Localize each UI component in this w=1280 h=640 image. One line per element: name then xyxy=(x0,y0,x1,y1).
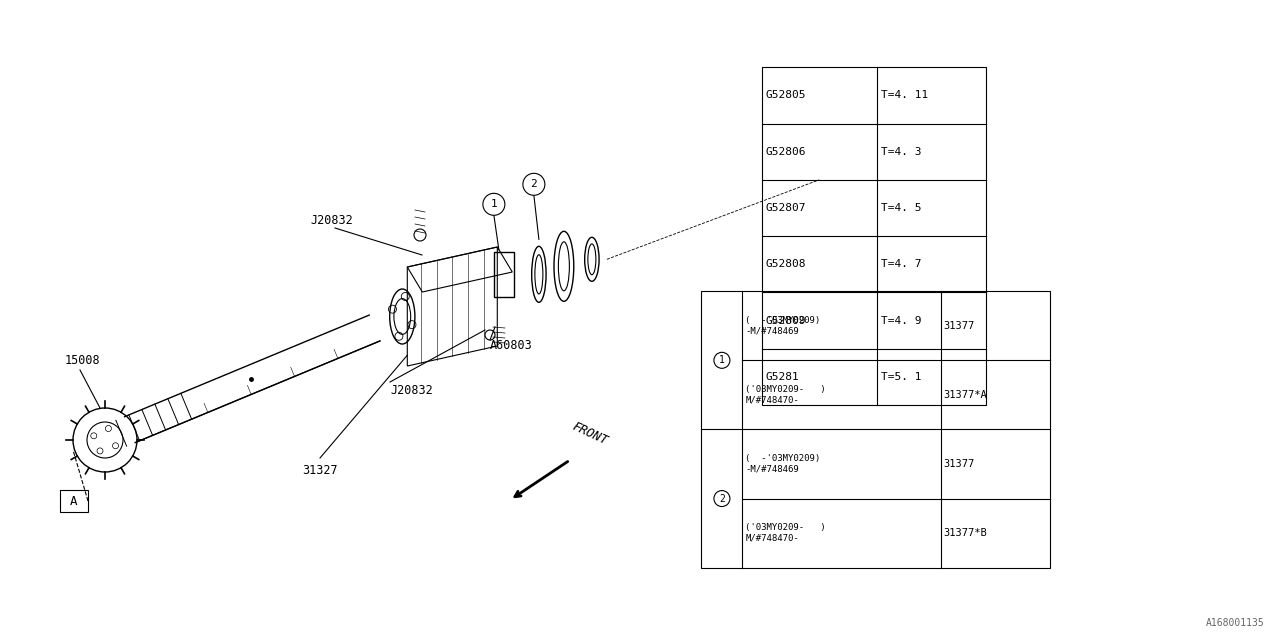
Text: (  -'03MY0209)
-M/#748469: ( -'03MY0209) -M/#748469 xyxy=(745,454,820,474)
Bar xyxy=(701,291,1050,568)
Text: J20832: J20832 xyxy=(390,383,433,397)
Text: 1: 1 xyxy=(719,355,724,365)
Text: G52809: G52809 xyxy=(765,316,806,326)
Circle shape xyxy=(714,491,730,507)
Text: 31377: 31377 xyxy=(943,321,975,331)
Text: G52807: G52807 xyxy=(765,203,806,213)
Text: T=4. 7: T=4. 7 xyxy=(881,259,922,269)
Text: ('03MY0209-   )
M/#748470-: ('03MY0209- ) M/#748470- xyxy=(745,385,826,404)
Text: 2: 2 xyxy=(530,179,538,189)
Text: T=4. 5: T=4. 5 xyxy=(881,203,922,213)
Text: G5281: G5281 xyxy=(765,372,799,382)
Text: A168001135: A168001135 xyxy=(1206,618,1265,628)
Text: 31377: 31377 xyxy=(943,459,975,469)
Text: T=5. 1: T=5. 1 xyxy=(881,372,922,382)
Text: A60803: A60803 xyxy=(490,339,532,351)
Text: T=4. 3: T=4. 3 xyxy=(881,147,922,157)
Text: 2: 2 xyxy=(719,493,724,504)
Text: 31377*A: 31377*A xyxy=(943,390,988,400)
Circle shape xyxy=(714,352,730,369)
Text: 1: 1 xyxy=(490,199,497,209)
Text: 15008: 15008 xyxy=(65,353,101,367)
Text: G52808: G52808 xyxy=(765,259,806,269)
Bar xyxy=(762,67,986,405)
Text: T=4. 9: T=4. 9 xyxy=(881,316,922,326)
Text: T=4. 11: T=4. 11 xyxy=(881,90,928,100)
Text: G52806: G52806 xyxy=(765,147,806,157)
Text: FRONT: FRONT xyxy=(570,420,609,448)
Text: 31377*B: 31377*B xyxy=(943,528,988,538)
Text: G52805: G52805 xyxy=(765,90,806,100)
Text: J20832: J20832 xyxy=(310,214,353,227)
Text: 31327: 31327 xyxy=(302,463,338,477)
Circle shape xyxy=(522,173,545,195)
Bar xyxy=(494,252,513,297)
Circle shape xyxy=(483,193,504,215)
Text: A: A xyxy=(70,495,78,508)
Bar xyxy=(60,490,88,512)
Text: (  -'03MY0209)
-M/#748469: ( -'03MY0209) -M/#748469 xyxy=(745,316,820,335)
Text: ('03MY0209-   )
M/#748470-: ('03MY0209- ) M/#748470- xyxy=(745,524,826,543)
